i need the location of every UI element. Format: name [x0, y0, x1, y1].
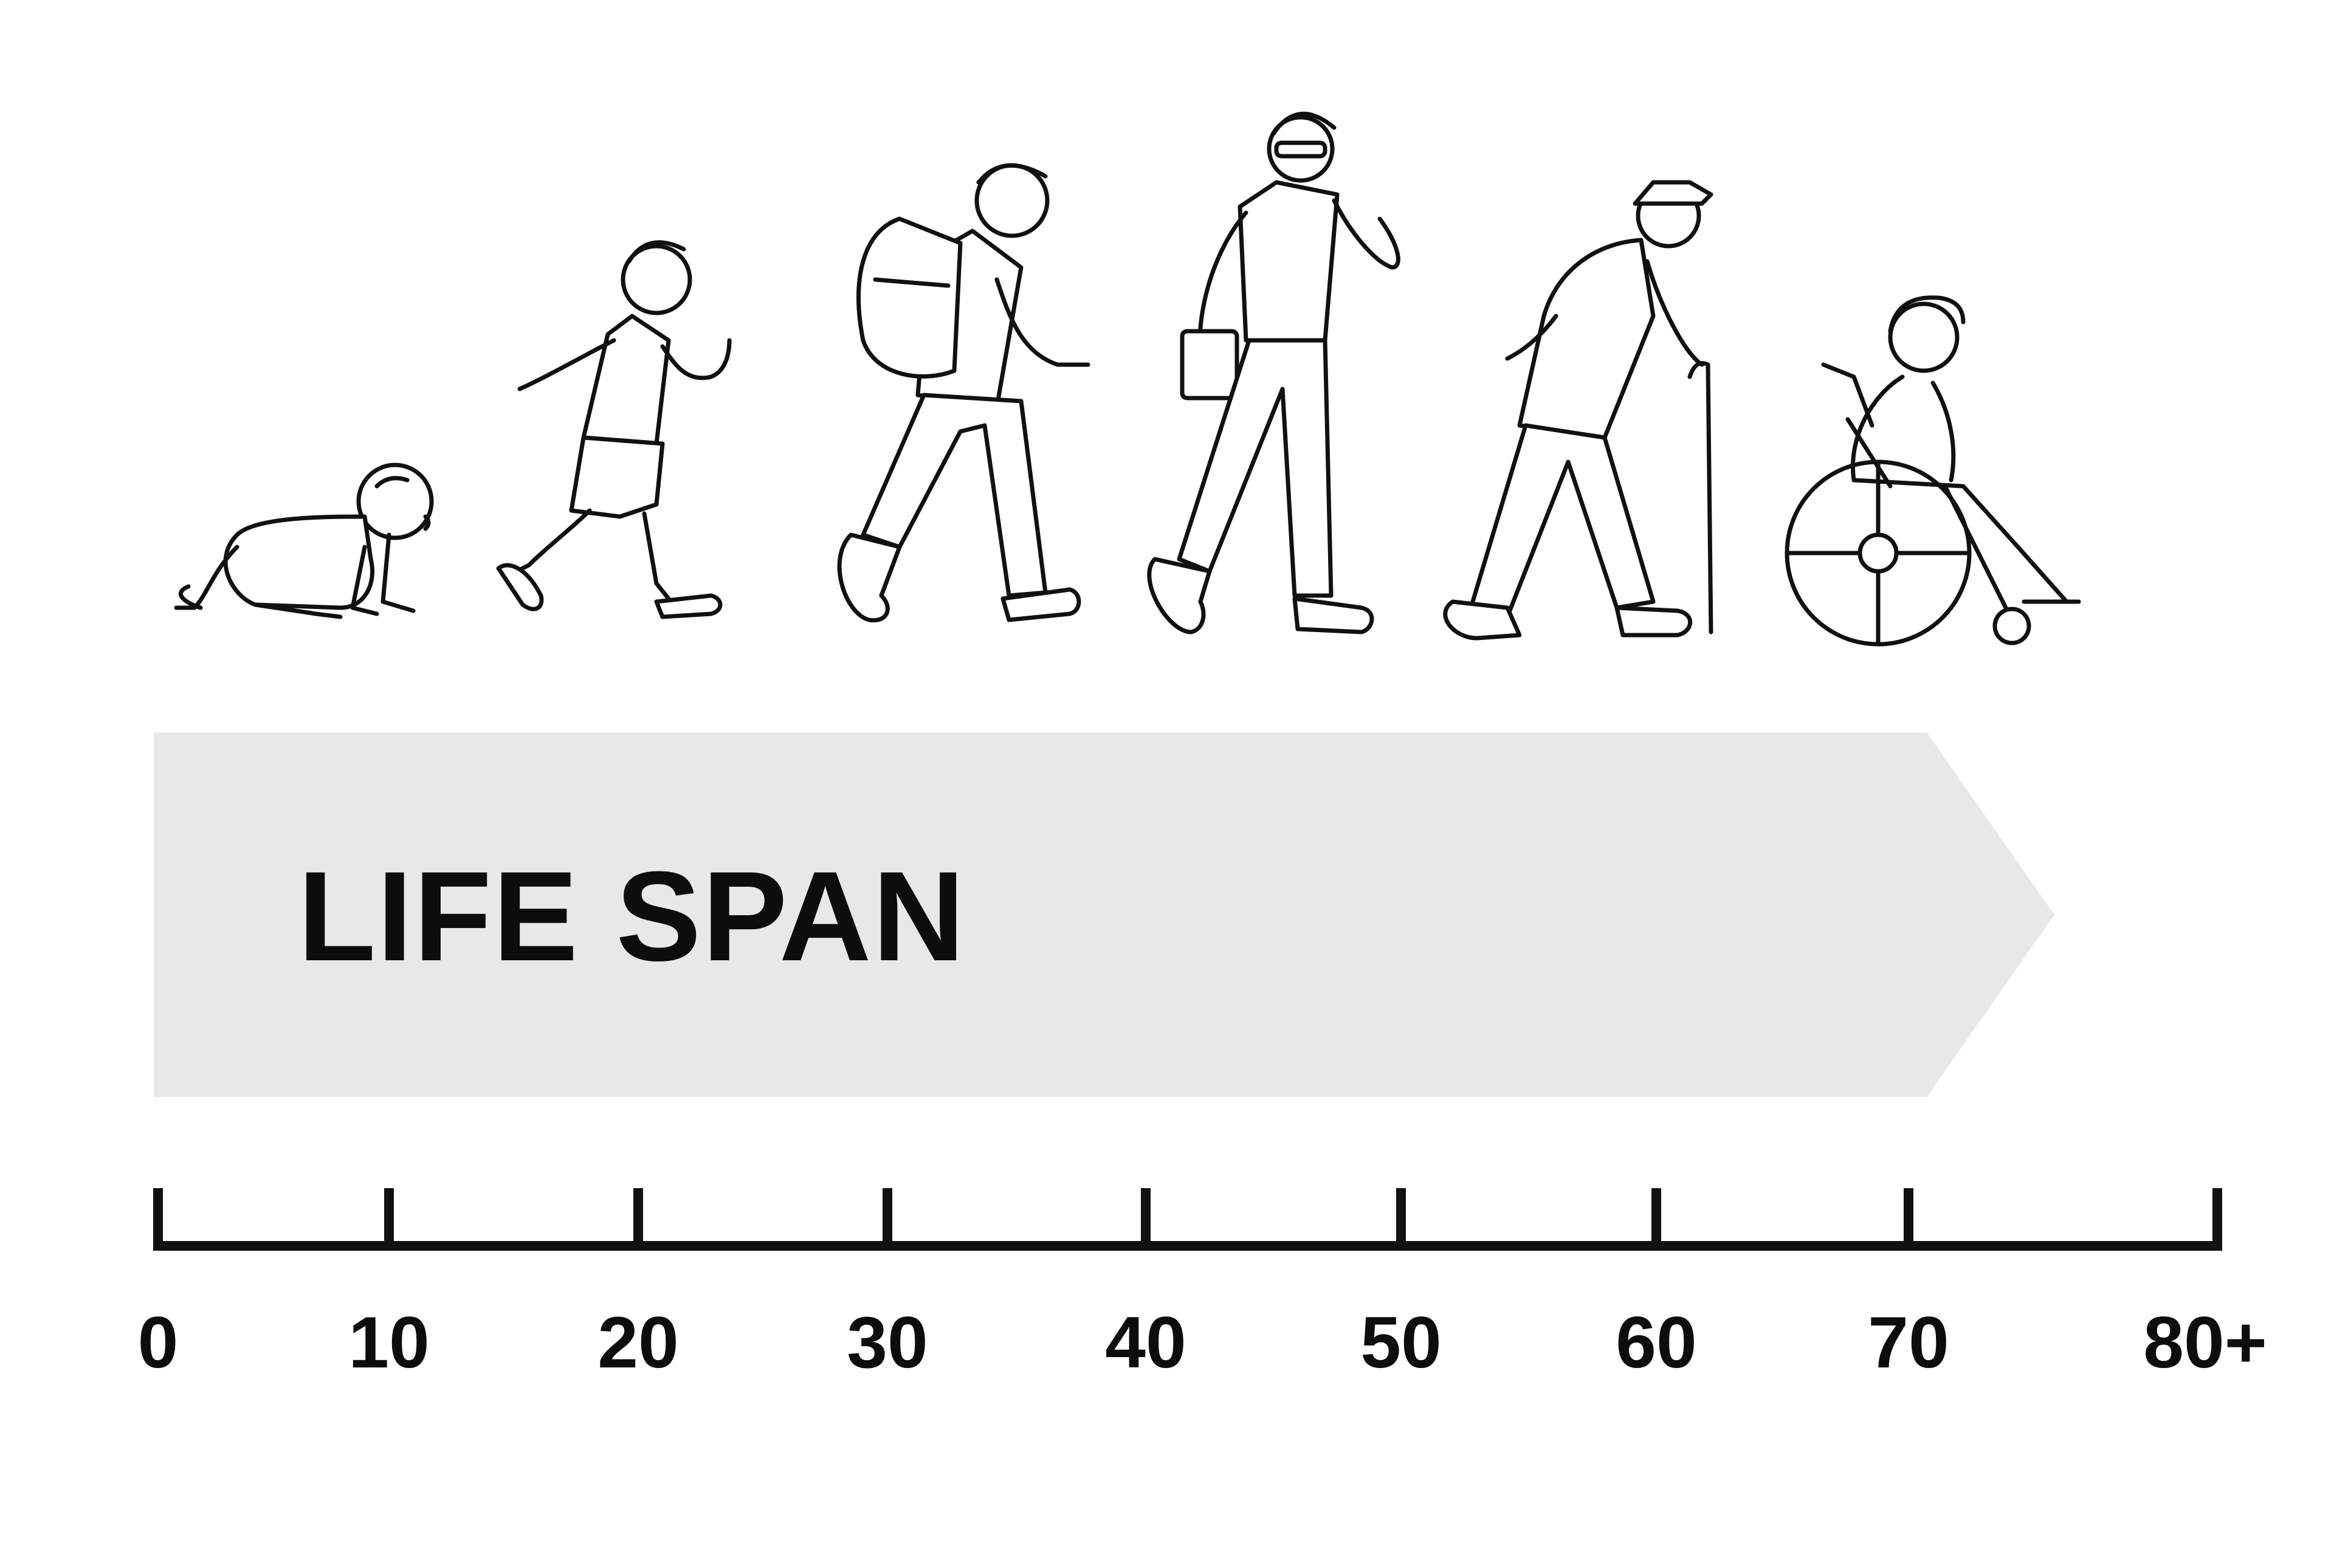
crawling-baby-icon: [174, 462, 434, 619]
age-axis: 0 10 20 30 40 50 60 70 80+: [138, 1188, 2267, 1383]
elderly-with-cane-icon: [1443, 180, 1713, 641]
life-span-title: LIFE SPAN: [298, 845, 966, 988]
life-span-arrow: [154, 732, 2054, 1097]
person-in-wheelchair-icon: [1785, 295, 2081, 647]
life-stage-figures: [174, 111, 2081, 647]
axis-tick-label: 50: [1360, 1302, 1441, 1383]
axis-tick-label: 70: [1868, 1302, 1949, 1383]
axis-tick-label: 0: [138, 1302, 179, 1383]
axis-tick-label: 80+: [2143, 1302, 2267, 1383]
adult-with-folder-icon: [1147, 111, 1400, 634]
axis-tick-label: 60: [1616, 1302, 1696, 1383]
axis-tick-label: 10: [348, 1302, 429, 1383]
axis-tick-label: 20: [597, 1302, 678, 1383]
running-child-icon: [496, 240, 732, 619]
student-with-backpack-icon: [837, 163, 1090, 623]
axis-tick-label: 30: [847, 1302, 928, 1383]
axis-tick-label: 40: [1105, 1302, 1186, 1383]
